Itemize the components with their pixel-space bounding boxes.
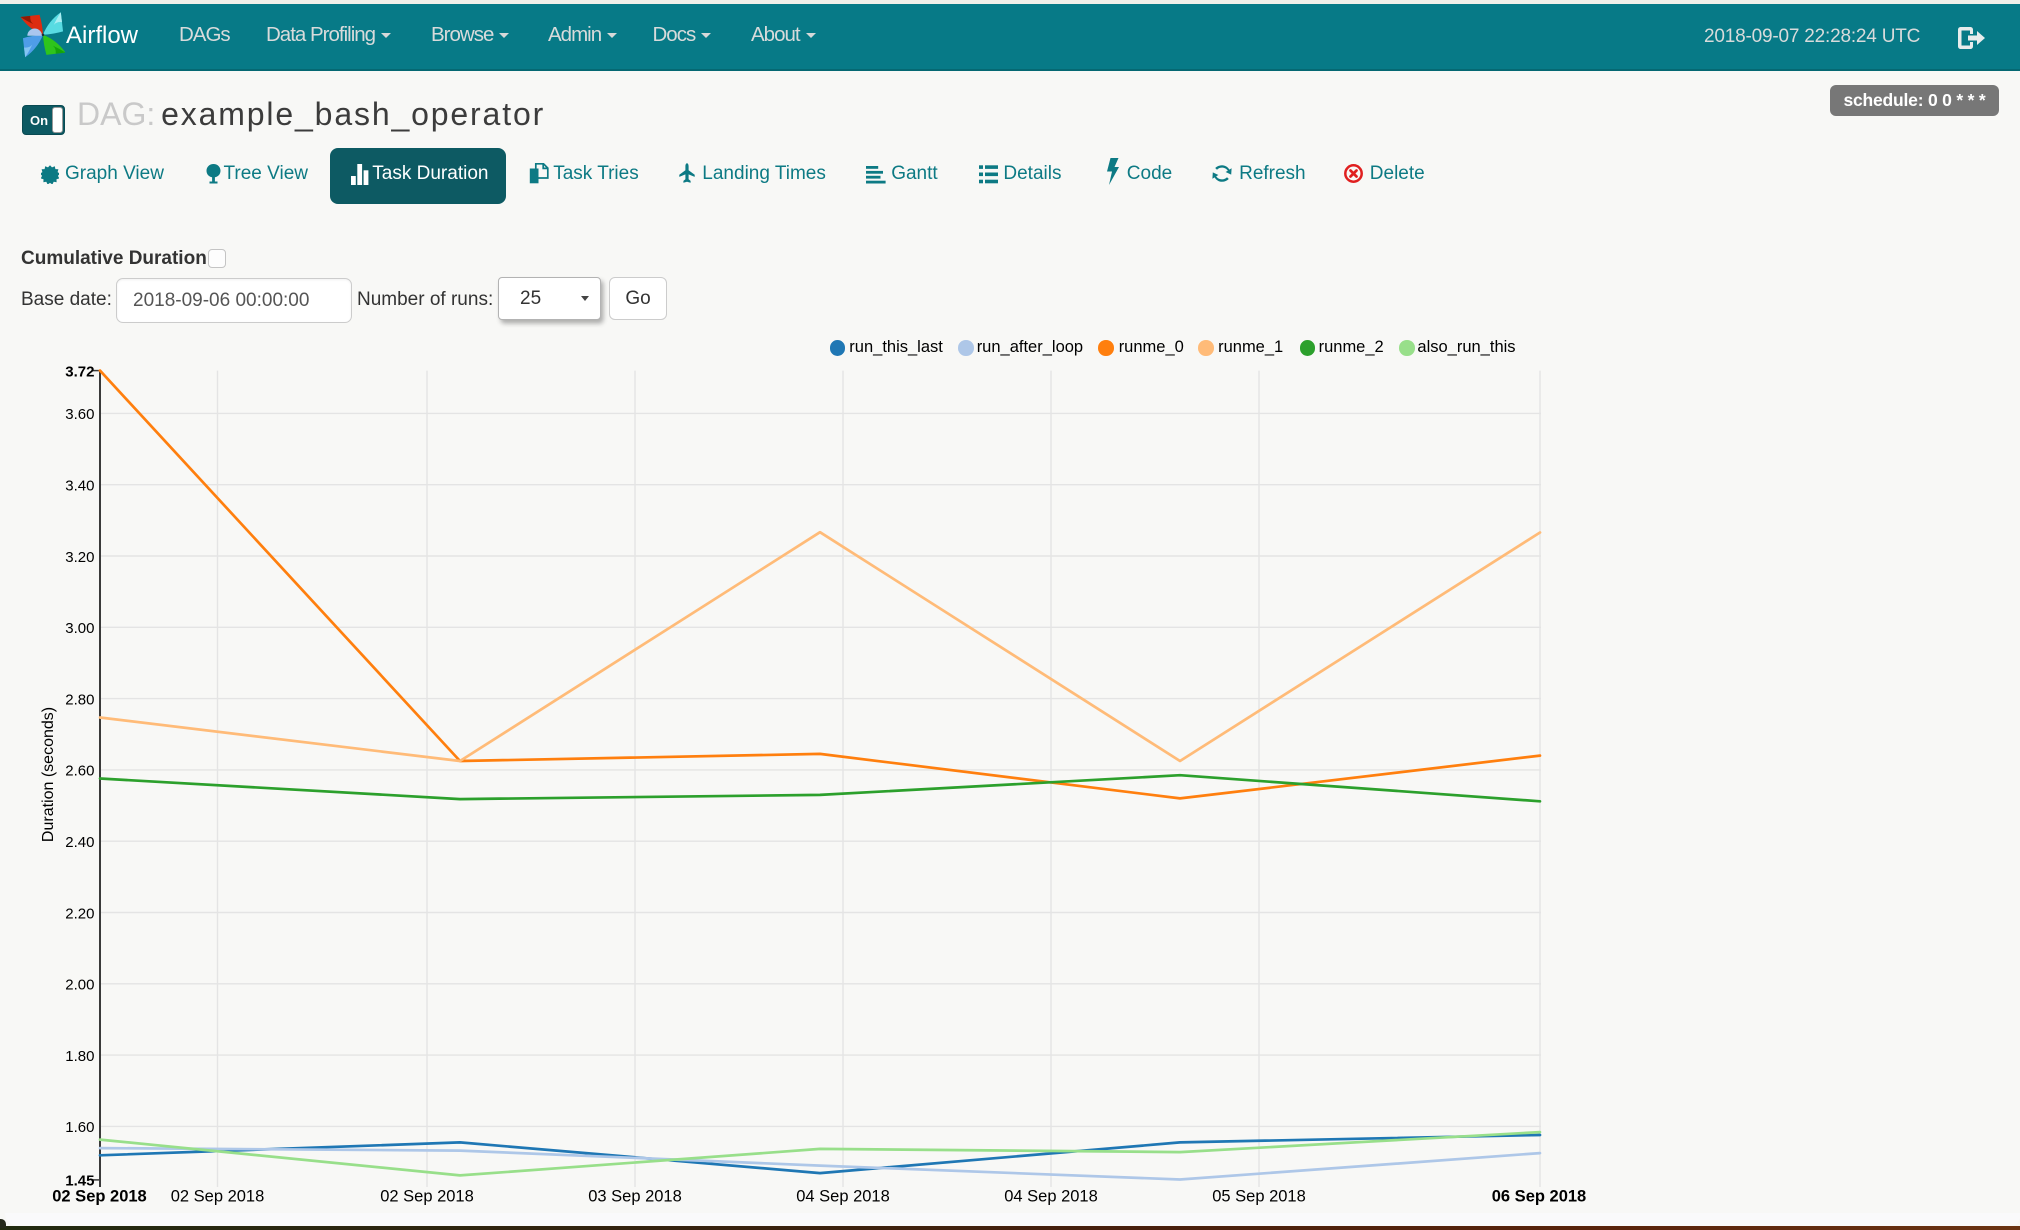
svg-text:2.20: 2.20 <box>65 905 94 922</box>
svg-text:2.00: 2.00 <box>65 977 94 994</box>
svg-text:04 Sep 2018: 04 Sep 2018 <box>1004 1188 1098 1206</box>
svg-text:05 Sep 2018: 05 Sep 2018 <box>1212 1188 1306 1206</box>
svg-text:03 Sep 2018: 03 Sep 2018 <box>588 1188 682 1206</box>
svg-text:3.60: 3.60 <box>65 406 94 423</box>
svg-text:06 Sep 2018: 06 Sep 2018 <box>1492 1188 1587 1206</box>
svg-text:02 Sep 2018: 02 Sep 2018 <box>380 1188 474 1206</box>
svg-text:1.45: 1.45 <box>65 1173 94 1190</box>
svg-text:2.80: 2.80 <box>65 691 94 708</box>
svg-text:02 Sep 2018: 02 Sep 2018 <box>171 1188 265 1206</box>
svg-text:3.00: 3.00 <box>65 620 94 637</box>
svg-text:2.60: 2.60 <box>65 763 94 780</box>
svg-text:3.20: 3.20 <box>65 549 94 566</box>
svg-text:2.40: 2.40 <box>65 834 94 851</box>
svg-text:3.40: 3.40 <box>65 478 94 495</box>
svg-text:1.80: 1.80 <box>65 1048 94 1065</box>
svg-text:02 Sep 2018: 02 Sep 2018 <box>52 1188 147 1206</box>
svg-text:3.72: 3.72 <box>65 363 94 380</box>
svg-text:1.60: 1.60 <box>65 1119 94 1136</box>
svg-text:Duration (seconds): Duration (seconds) <box>40 707 57 842</box>
svg-text:04 Sep 2018: 04 Sep 2018 <box>796 1188 890 1206</box>
